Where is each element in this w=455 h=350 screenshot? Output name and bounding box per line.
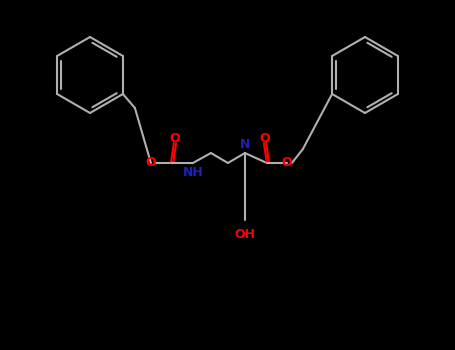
Text: N: N [240, 138, 250, 150]
Text: O: O [146, 156, 156, 169]
Text: O: O [260, 132, 270, 145]
Text: NH: NH [182, 166, 203, 178]
Text: OH: OH [234, 228, 255, 240]
Text: O: O [282, 156, 292, 169]
Text: O: O [170, 132, 180, 145]
